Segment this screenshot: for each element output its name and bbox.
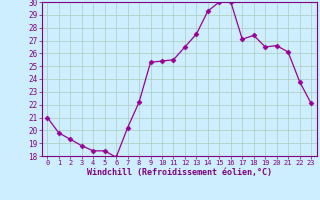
X-axis label: Windchill (Refroidissement éolien,°C): Windchill (Refroidissement éolien,°C) bbox=[87, 168, 272, 177]
